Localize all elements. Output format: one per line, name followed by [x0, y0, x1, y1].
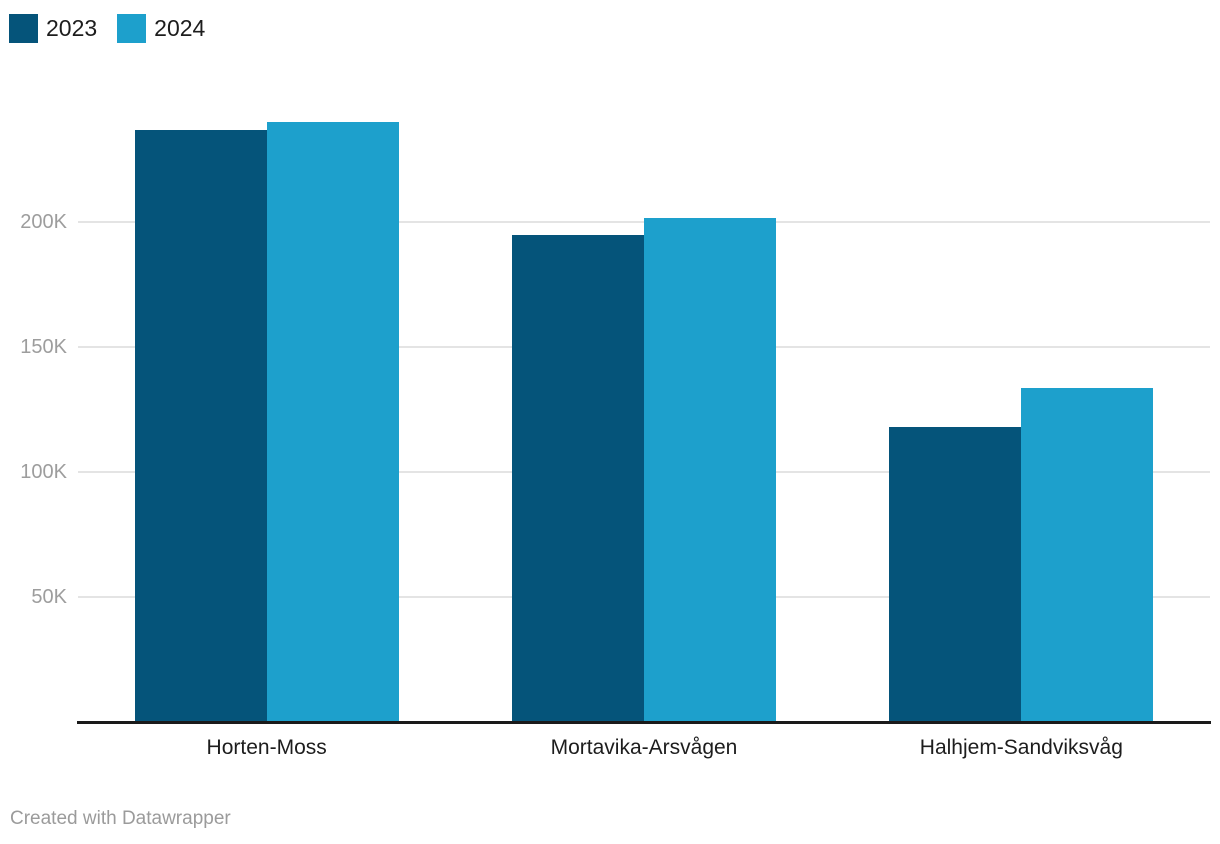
legend-label: 2024: [154, 15, 206, 41]
bar-2024-horten-moss[interactable]: [266, 122, 399, 722]
legend-label: 2023: [46, 15, 98, 41]
bar-2023-horten-moss[interactable]: [134, 129, 267, 722]
bar-2023-halhjem-sandviksv-g[interactable]: [889, 427, 1022, 722]
y-axis-tick-label: 100K: [20, 461, 67, 483]
legend-swatch-2024: [117, 14, 147, 43]
y-axis-tick-label: 50K: [31, 586, 67, 608]
legend-swatch-2023: [9, 14, 38, 43]
x-axis-category-label-horten-moss: Horten-Moss: [206, 736, 327, 759]
legend-item-2023: 2023: [9, 14, 97, 43]
bar-2023-mortavika-arsv-gen[interactable]: [512, 234, 644, 722]
plot-area: [78, 97, 1210, 722]
y-axis-tick-label: 200K: [20, 211, 67, 233]
attribution-credit: Created with Datawrapper: [10, 808, 231, 829]
chart-legend: 2023 2024: [9, 14, 205, 43]
bar-2024-mortavika-arsv-gen[interactable]: [644, 218, 776, 722]
bar-2024-halhjem-sandviksv-g[interactable]: [1021, 388, 1154, 722]
x-axis-category-label-mortavika-arsv-gen: Mortavika-Arsvågen: [550, 736, 738, 759]
legend-item-2024: 2024: [117, 14, 205, 43]
x-axis-line: [77, 721, 1211, 724]
x-axis-category-label-halhjem-sandviksv-g: Halhjem-Sandviksvåg: [919, 736, 1123, 759]
y-axis-tick-label: 150K: [20, 336, 67, 358]
